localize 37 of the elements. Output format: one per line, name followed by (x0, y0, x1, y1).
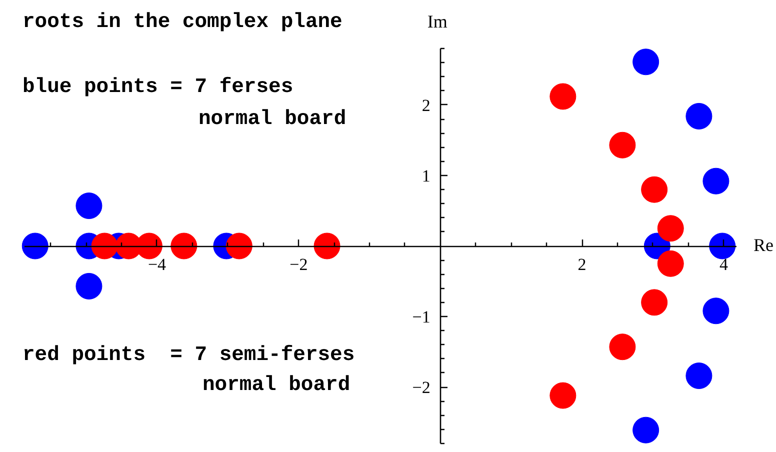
x-tick-label: 2 (578, 255, 586, 274)
point (22, 232, 48, 260)
point (641, 289, 668, 316)
x-tick-label: 4 (720, 255, 728, 274)
x-axis-title: Re (754, 235, 774, 255)
point (609, 334, 636, 360)
y-tick-label: 2 (422, 96, 430, 115)
point (550, 382, 576, 409)
point (702, 168, 730, 194)
point (641, 176, 668, 203)
point (686, 362, 712, 390)
point (76, 272, 102, 300)
x-tick-label: −2 (290, 255, 308, 274)
point (550, 83, 576, 110)
y-axis-title: Im (427, 12, 448, 32)
point (314, 232, 340, 260)
point (632, 48, 660, 76)
point (91, 232, 118, 260)
point (76, 192, 102, 220)
annotation: red points = 7 semi-ferses (22, 344, 355, 367)
annotation: normal board (202, 374, 350, 397)
y-tick-label: 1 (422, 166, 430, 186)
point (657, 250, 684, 277)
point (609, 132, 636, 158)
point (657, 215, 684, 242)
annotation: blue points = 7 ferses (22, 76, 294, 99)
point (702, 298, 730, 324)
point (686, 102, 712, 130)
point (170, 232, 198, 260)
chart-title: roots in the complex plane (22, 11, 342, 34)
y-tick-label: −1 (412, 308, 430, 327)
point (709, 232, 736, 260)
point (632, 416, 660, 444)
annotation: normal board (198, 108, 346, 131)
y-tick-label: −2 (412, 378, 430, 398)
x-tick-label: −4 (148, 255, 167, 274)
point (226, 232, 252, 260)
